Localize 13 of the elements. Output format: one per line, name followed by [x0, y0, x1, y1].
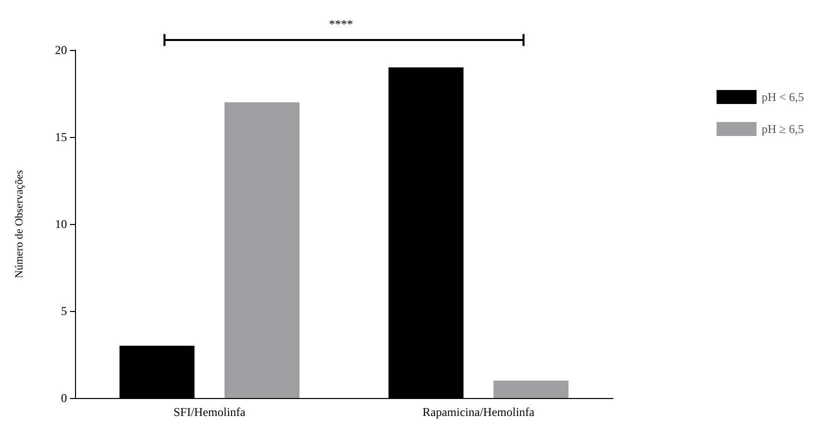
bar	[494, 380, 568, 398]
y-tick-label: 15	[55, 130, 67, 144]
x-tick-label: SFI/Hemolinfa	[174, 405, 246, 419]
legend-label: pH ≥ 6,5	[762, 122, 804, 136]
text: ****	[329, 17, 353, 31]
y-tick-label: 10	[55, 217, 67, 231]
y-tick-label: 0	[61, 391, 67, 405]
y-axis-title: Número de Observações	[14, 170, 26, 278]
y-tick-label: 5	[61, 304, 67, 318]
bar	[224, 102, 300, 398]
x-tick-label: Rapamicina/Hemolinfa	[422, 405, 536, 419]
y-tick-label: 20	[55, 43, 67, 57]
legend-label: pH < 6,5	[762, 90, 804, 104]
